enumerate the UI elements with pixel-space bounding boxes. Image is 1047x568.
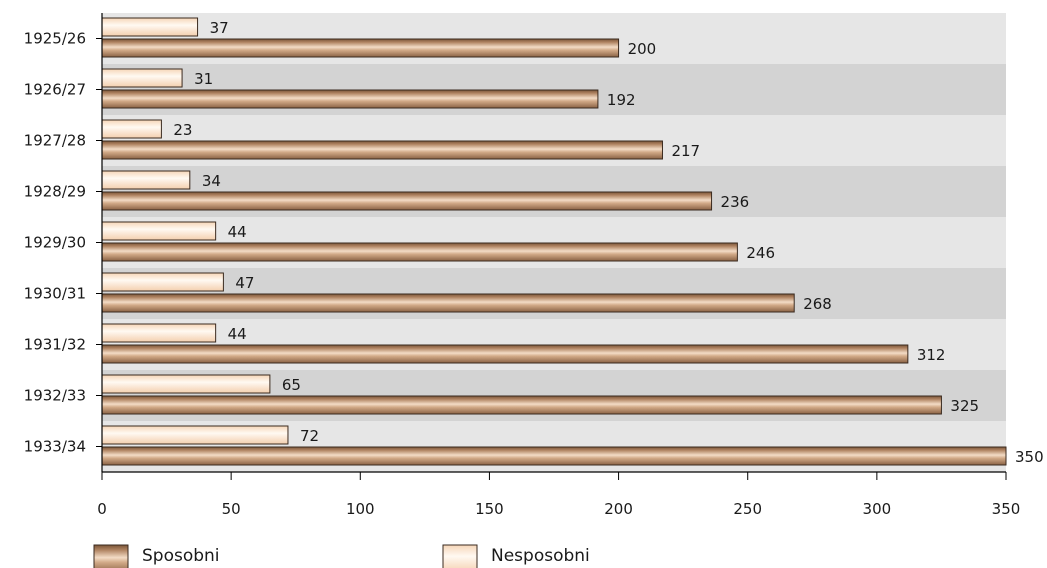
legend-swatch-sposobni	[93, 544, 129, 568]
bar-nesposobni-1926/27	[101, 68, 183, 88]
value-label-nesposobni-1927/28: 23	[173, 121, 192, 139]
value-label-sposobni-1933/34: 350	[1015, 448, 1044, 466]
x-tick-label-350: 350	[992, 500, 1021, 518]
value-label-nesposobni-1933/34: 72	[300, 427, 319, 445]
value-label-sposobni-1925/26: 200	[628, 40, 657, 58]
bar-sposobni-1930/31	[101, 293, 795, 313]
x-tick-label-250: 250	[733, 500, 762, 518]
legend: Sposobni Nesposobni	[93, 544, 590, 568]
value-label-nesposobni-1930/31: 47	[235, 274, 254, 292]
value-label-sposobni-1928/29: 236	[721, 193, 750, 211]
bar-nesposobni-1925/26	[101, 17, 199, 37]
value-label-nesposobni-1929/30: 44	[228, 223, 247, 241]
y-tick-label-1926/27: 1926/27	[24, 81, 86, 99]
value-label-sposobni-1932/33: 325	[950, 397, 979, 415]
bar-nesposobni-1927/28	[101, 119, 162, 139]
x-tick-label-200: 200	[604, 500, 633, 518]
value-label-sposobni-1931/32: 312	[917, 346, 946, 364]
legend-label-sposobni: Sposobni	[142, 546, 220, 566]
value-label-sposobni-1930/31: 268	[803, 295, 832, 313]
value-label-sposobni-1927/28: 217	[671, 142, 700, 160]
y-tick-label-1928/29: 1928/29	[24, 183, 86, 201]
x-tick-label-150: 150	[475, 500, 504, 518]
bar-sposobni-1928/29	[101, 191, 713, 211]
value-label-sposobni-1929/30: 246	[746, 244, 775, 262]
value-label-nesposobni-1931/32: 44	[228, 325, 247, 343]
x-tick-label-300: 300	[863, 500, 892, 518]
value-label-nesposobni-1926/27: 31	[194, 70, 213, 88]
y-tick-label-1933/34: 1933/34	[24, 438, 86, 456]
value-label-nesposobni-1925/26: 37	[210, 19, 229, 37]
y-tick-label-1931/32: 1931/32	[24, 336, 86, 354]
x-tick-label-50: 50	[222, 500, 241, 518]
axes: 1925/26 1926/27 1927/28 1928/29 1929/30 1930/…	[24, 13, 1021, 518]
bars: 37 200 31 192 23 217 34 236 44 246 47 268 44 312 65 325…	[101, 17, 1044, 466]
legend-label-nesposobni: Nesposobni	[491, 546, 590, 566]
value-label-sposobni-1926/27: 192	[607, 91, 636, 109]
bar-sposobni-1932/33	[101, 395, 942, 415]
bar-sposobni-1933/34	[101, 446, 1007, 466]
bar-sposobni-1927/28	[101, 140, 663, 160]
bar-sposobni-1931/32	[101, 344, 909, 364]
x-tick-label-100: 100	[346, 500, 375, 518]
value-label-nesposobni-1928/29: 34	[202, 172, 221, 190]
y-tick-label-1925/26: 1925/26	[24, 30, 86, 48]
bar-nesposobni-1933/34	[101, 425, 289, 445]
bar-nesposobni-1932/33	[101, 374, 271, 394]
bar-sposobni-1926/27	[101, 89, 599, 109]
bar-nesposobni-1929/30	[101, 221, 217, 241]
bar-sposobni-1925/26	[101, 38, 620, 58]
y-tick-label-1932/33: 1932/33	[24, 387, 86, 405]
bar-sposobni-1929/30	[101, 242, 738, 262]
bar-nesposobni-1928/29	[101, 170, 191, 190]
value-label-nesposobni-1932/33: 65	[282, 376, 301, 394]
legend-swatch-nesposobni	[442, 544, 478, 568]
y-tick-label-1929/30: 1929/30	[24, 234, 86, 252]
x-tick-label-0: 0	[97, 500, 107, 518]
y-tick-label-1930/31: 1930/31	[24, 285, 86, 303]
bar-nesposobni-1931/32	[101, 323, 217, 343]
bar-nesposobni-1930/31	[101, 272, 224, 292]
y-tick-label-1927/28: 1927/28	[24, 132, 86, 150]
